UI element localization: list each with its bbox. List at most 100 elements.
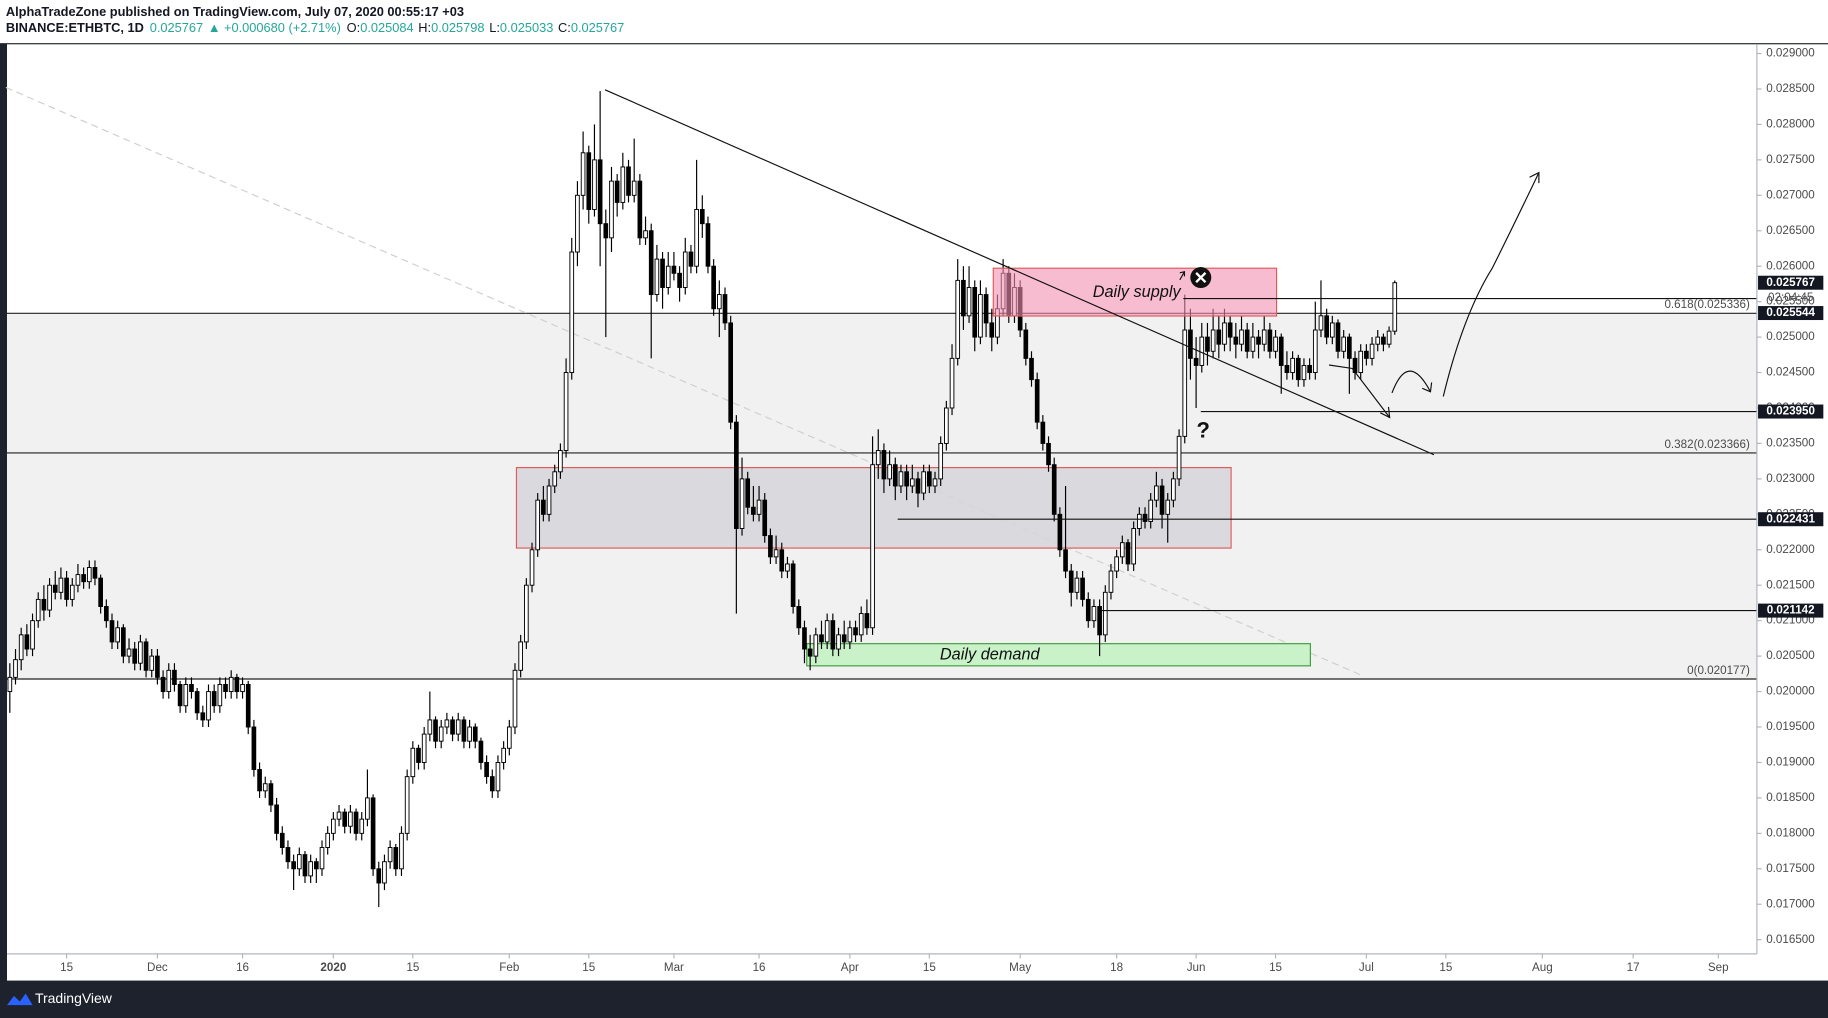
- y-tick-label: 0.017500: [1766, 862, 1815, 875]
- candle-body: [92, 567, 98, 579]
- candle-body: [558, 450, 563, 473]
- candle-body: [58, 577, 64, 593]
- candle-body: [864, 613, 870, 629]
- candle-body: [35, 598, 41, 622]
- candle-body: [64, 577, 69, 600]
- candle-body: [1085, 598, 1091, 622]
- candle-body: [1125, 542, 1131, 565]
- candle-body: [586, 152, 592, 210]
- candle-body: [847, 627, 853, 643]
- candle-body: [1364, 350, 1369, 359]
- candle-body: [501, 747, 506, 763]
- candle-body: [1057, 513, 1063, 551]
- candle-body: [904, 471, 909, 487]
- candle-body: [1040, 421, 1046, 444]
- candle-body: [1148, 499, 1154, 522]
- candle-body: [563, 372, 569, 451]
- candle-body: [1244, 329, 1250, 352]
- candle-body: [597, 159, 603, 225]
- candle-body: [166, 669, 172, 693]
- x-tick-label: 17: [1627, 961, 1640, 974]
- candle-body: [30, 620, 35, 650]
- candle-body: [223, 684, 228, 693]
- x-tick-label: Mar: [664, 961, 684, 974]
- candle-body: [1375, 336, 1381, 345]
- candle-body: [478, 740, 484, 763]
- candle-body: [887, 464, 892, 480]
- fib-label: 0(0.020177): [1687, 664, 1750, 677]
- x-icon-mark: [1195, 272, 1207, 284]
- candle-body: [7, 676, 13, 693]
- small-arrow: [1179, 270, 1186, 281]
- candle-body: [671, 265, 677, 274]
- symbol-line: BINANCE:ETHBTC, 1D 0.025767 ▲ +0.000680 (+2…: [6, 21, 624, 36]
- candle-body: [1199, 336, 1205, 366]
- background-layer: 0.618(0.025336) 0.382(0.023366) 0(0.020177…: [6, 298, 1757, 680]
- candle-body: [47, 584, 52, 611]
- candle-body: [160, 676, 166, 693]
- candle-body: [1137, 513, 1142, 529]
- candle-body: [121, 627, 126, 657]
- candle-body: [1222, 322, 1227, 345]
- candle-body: [1114, 556, 1119, 572]
- candle-body: [427, 719, 433, 735]
- symbol: BINANCE:ETHBTC, 1D: [6, 21, 144, 36]
- candle-body: [881, 450, 887, 480]
- candle-body: [1216, 329, 1222, 345]
- candle-body: [1119, 542, 1125, 558]
- candle-body: [819, 634, 824, 643]
- candle-body: [927, 471, 932, 487]
- candle-body: [541, 499, 546, 515]
- candle-body: [1267, 329, 1273, 352]
- candle-body: [631, 180, 637, 196]
- candle-body: [569, 251, 575, 374]
- candle-body: [972, 287, 978, 338]
- publisher: AlphaTradeZone published on TradingView.…: [6, 4, 464, 19]
- axes: 0.016500 0.017000 0.017500 0.018000 0.018500…: [6, 44, 1824, 974]
- brand: TradingView: [35, 990, 113, 1006]
- candle-body: [342, 811, 348, 827]
- candle-body: [336, 811, 342, 820]
- candle-body: [705, 223, 711, 267]
- candle-body: [524, 584, 529, 643]
- candle-body: [1329, 322, 1335, 338]
- candle-body: [18, 634, 24, 661]
- candle-body: [1091, 606, 1097, 622]
- change-arrow: ▲: [208, 21, 221, 36]
- candle-body: [660, 258, 665, 288]
- candle-body: [41, 598, 47, 611]
- x-tick-label: 2020: [320, 961, 346, 974]
- dashed-trend: [5, 86, 1365, 677]
- candle-body: [841, 634, 847, 643]
- x-tick-label: Feb: [499, 961, 519, 974]
- arrow-bounce: [1391, 370, 1431, 394]
- candle-body: [790, 563, 796, 607]
- candle-body: [966, 287, 972, 317]
- last-price-tag: 0.025767: [1766, 276, 1815, 289]
- candle-body: [614, 180, 620, 203]
- y-tick-label: 0.026500: [1766, 224, 1815, 237]
- candle-body: [1188, 329, 1193, 359]
- candle-body: [52, 584, 58, 593]
- candle-body: [75, 574, 81, 586]
- candle-body: [813, 634, 819, 657]
- candle-body: [291, 861, 296, 870]
- candle-body: [1080, 577, 1085, 600]
- x-tick-label: 15: [582, 961, 595, 974]
- candle-body: [688, 251, 694, 267]
- candle-body: [1176, 435, 1182, 480]
- arrow-up: [1442, 172, 1540, 397]
- x-tick-label: 15: [60, 961, 73, 974]
- demand-label: Daily demand: [940, 646, 1041, 664]
- candle-body: [921, 471, 926, 494]
- candle-body: [1273, 336, 1278, 352]
- candle-body: [1290, 357, 1295, 374]
- candle-body: [200, 712, 206, 721]
- candle-body: [1046, 442, 1051, 466]
- candle-body: [1381, 336, 1386, 345]
- candle-body: [217, 684, 223, 707]
- candle-body: [853, 627, 858, 636]
- candle-body: [1347, 336, 1352, 359]
- candle-body: [529, 549, 535, 586]
